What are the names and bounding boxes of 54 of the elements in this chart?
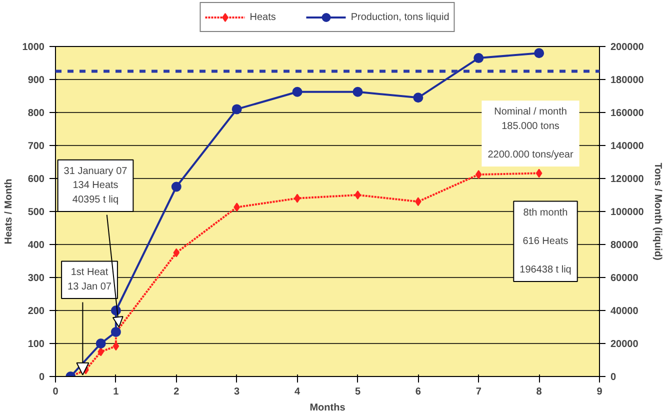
text: Nominal / month 185.000 tons 2200.000 tons/year	[488, 106, 574, 160]
y2-tick-label: 160000	[610, 108, 644, 119]
point	[413, 92, 424, 103]
y-tick-label: 200	[28, 306, 45, 317]
y2-tick-label: 140000	[610, 141, 644, 152]
y-tick-label: 0	[38, 372, 45, 383]
x-axis-title: Months	[310, 402, 346, 412]
y-tick-label: 700	[28, 141, 45, 152]
y-tick-label: 1000	[22, 42, 45, 53]
legend-label: Production, tons liquid	[350, 12, 450, 22]
y-tick-label: 400	[28, 240, 45, 251]
y2-tick-label: 80000	[610, 240, 639, 251]
point	[475, 170, 482, 180]
y2-tick-label: 20000	[610, 339, 639, 350]
y2-tick-label: 100000	[610, 207, 644, 218]
y-tick-label: 900	[28, 75, 45, 86]
y-tick-label: 600	[28, 174, 45, 185]
x-tick-label: 4	[294, 386, 300, 398]
y2-tick-label: 0	[610, 372, 616, 383]
x-tick-label: 8	[536, 386, 542, 398]
x-tick-label: 7	[476, 386, 482, 398]
y-tick-label: 300	[28, 273, 45, 284]
x-tick-label: 9	[596, 386, 603, 398]
y-tick-label: 800	[28, 108, 45, 119]
point	[232, 104, 242, 114]
x-tick-label: 0	[52, 386, 59, 398]
y-tick-label: 500	[28, 207, 45, 218]
point	[352, 86, 363, 97]
x-tick-label: 5	[354, 386, 361, 398]
point	[474, 53, 484, 64]
point	[536, 168, 542, 178]
point	[534, 48, 544, 58]
point	[292, 86, 302, 97]
y2-tick-label: 120000	[610, 174, 644, 185]
y2-tick-label: 40000	[610, 306, 639, 317]
point	[173, 248, 180, 258]
text: 8th month 616 Heats 196438 t liq	[520, 207, 572, 276]
point	[112, 342, 120, 351]
annotation: 31 January 07 134 Heats 40395 t liq	[64, 166, 128, 206]
y2-tick-label: 60000	[610, 273, 639, 284]
legend-label: Heats	[250, 12, 276, 22]
x-tick-label: 6	[415, 386, 422, 398]
y2-axis-title: Tons / Month (liquid)	[652, 162, 663, 260]
x-tick-label: 1	[113, 386, 120, 398]
y2-tick-label: 180000	[610, 75, 644, 86]
annotation: 1st Heat 13 Jan 07	[68, 267, 112, 292]
y-axis-title: Heats / Month	[3, 178, 14, 244]
point	[96, 338, 106, 348]
x-tick-label: 3	[234, 386, 240, 398]
x-tick-label: 2	[174, 386, 180, 398]
point	[171, 182, 182, 192]
y-tick-label: 100	[28, 339, 45, 350]
y2-tick-label: 200000	[610, 42, 644, 53]
point	[354, 190, 361, 200]
